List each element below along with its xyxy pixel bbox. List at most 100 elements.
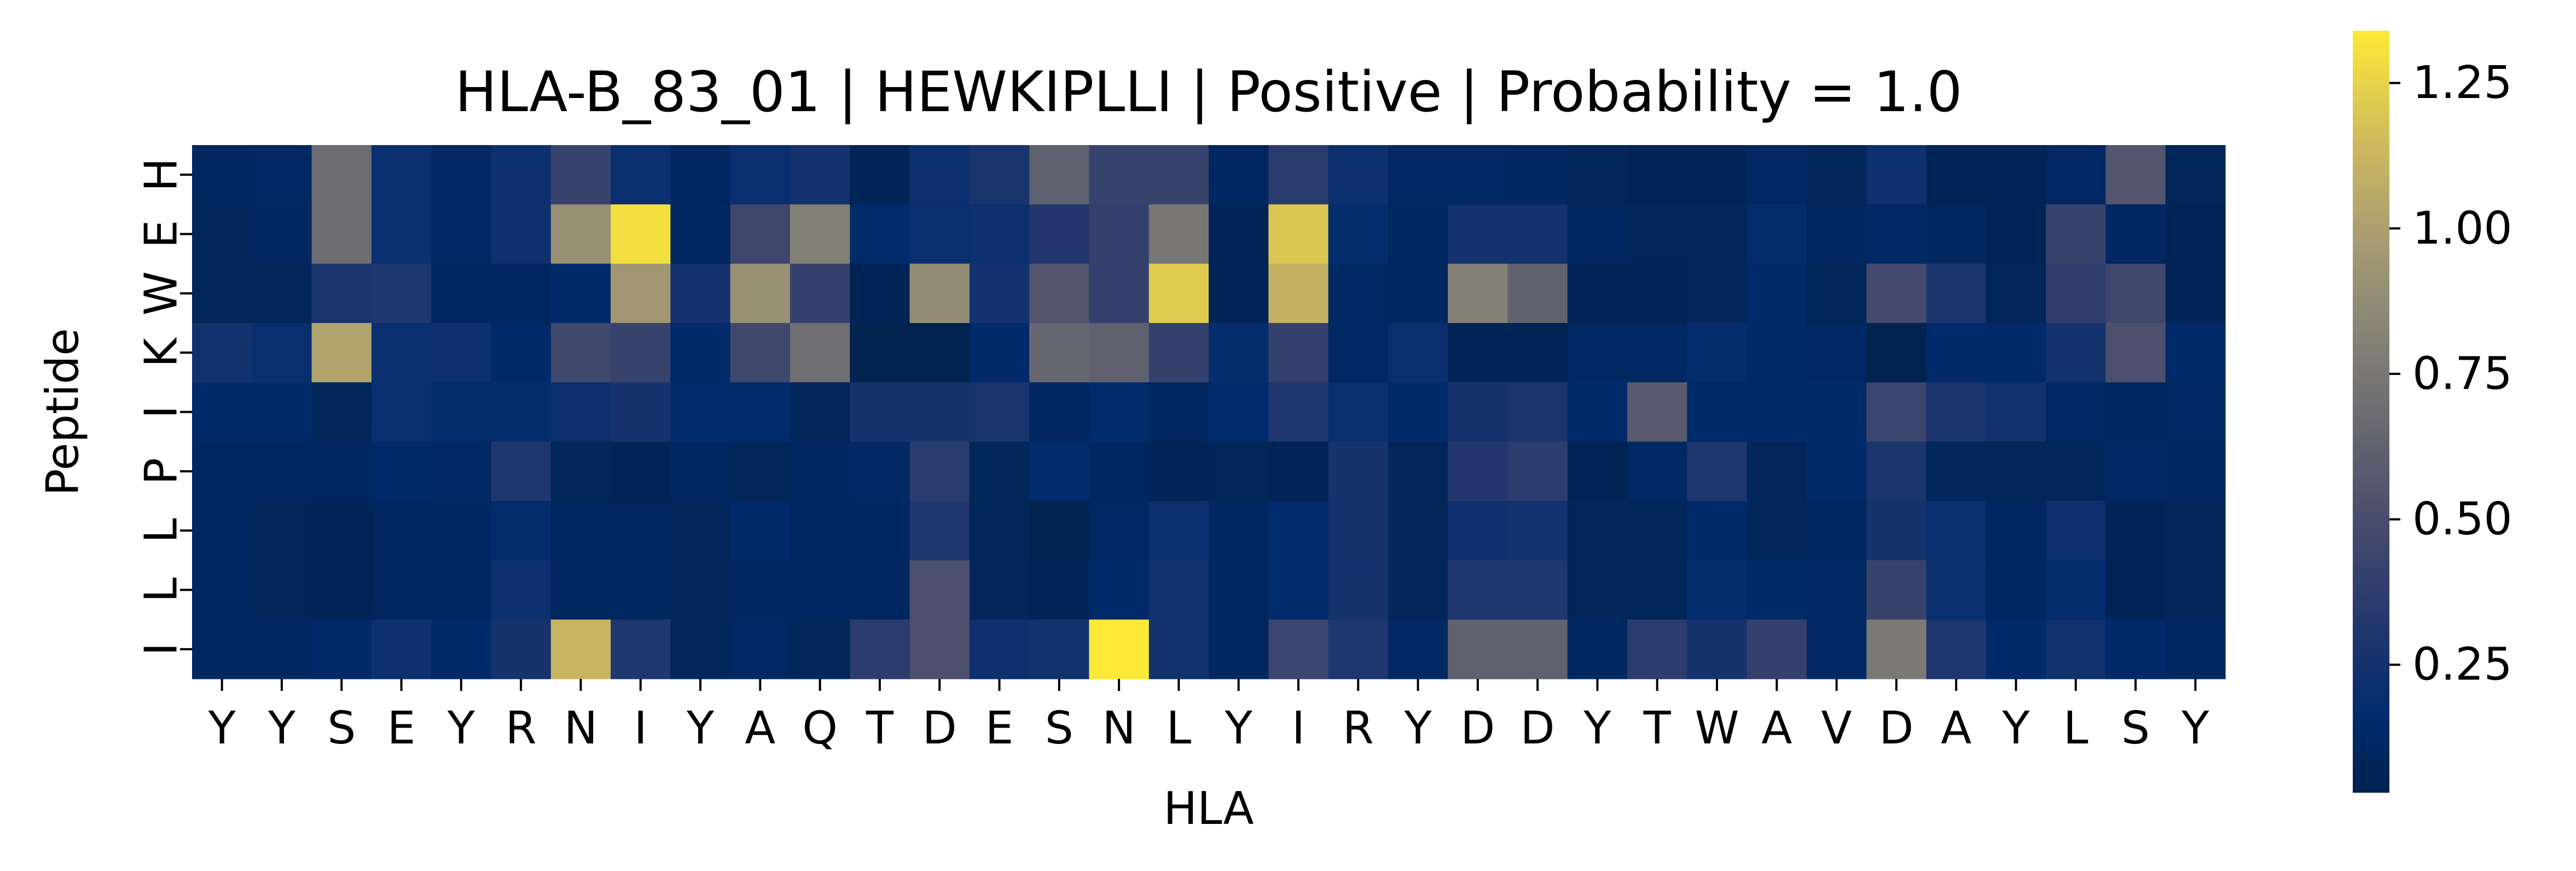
heatmap-cell <box>909 382 970 442</box>
x-tick-label: S <box>327 702 356 754</box>
heatmap-cell <box>550 501 611 561</box>
heatmap-cell <box>850 501 910 561</box>
heatmap-cell <box>1567 145 1628 205</box>
heatmap-cell <box>1388 441 1448 501</box>
heatmap-cell <box>1448 441 1509 501</box>
heatmap-cell <box>1148 619 1209 679</box>
heatmap-cell <box>670 619 731 679</box>
heatmap-cell <box>1926 145 1987 205</box>
x-tick-label: Y <box>686 702 715 754</box>
heatmap-cell <box>2105 323 2166 383</box>
heatmap-cell <box>491 382 552 442</box>
y-tick-label: K <box>136 337 188 367</box>
x-tick-label: W <box>1695 702 1739 754</box>
heatmap-cell <box>2165 501 2226 561</box>
heatmap-cell <box>2165 263 2226 324</box>
heatmap-cell <box>1328 441 1389 501</box>
heatmap-cell <box>790 323 850 383</box>
heatmap-cell <box>1089 263 1150 324</box>
heatmap-cell <box>1507 619 1568 679</box>
heatmap-cell <box>311 619 372 679</box>
chart-title: HLA-B_83_01 | HEWKIPLLI | Positive | Pro… <box>455 60 1963 125</box>
heatmap-cell <box>670 382 731 442</box>
heatmap-cell <box>192 382 252 442</box>
x-tick-label: D <box>1460 702 1495 754</box>
heatmap-cell <box>1507 441 1568 501</box>
heatmap-cell <box>1388 263 1448 324</box>
heatmap-cell <box>371 323 432 383</box>
heatmap-cell <box>850 204 910 264</box>
y-axis-ticks: HEWK I P L L I <box>136 158 192 656</box>
heatmap-cell <box>2165 382 2226 442</box>
heatmap-cell <box>1986 145 2046 205</box>
y-tick-label: I <box>136 643 188 656</box>
heatmap-cell <box>1148 382 1209 442</box>
heatmap-cell <box>1148 560 1209 620</box>
heatmap-cell <box>1567 382 1628 442</box>
heatmap-cell <box>1926 204 1987 264</box>
heatmap-cell <box>1926 560 1987 620</box>
heatmap-cell <box>1268 560 1329 620</box>
heatmap-cell <box>311 323 372 383</box>
heatmap-cell <box>1029 204 1090 264</box>
heatmap-cell <box>491 619 552 679</box>
heatmap-cell <box>850 560 910 620</box>
heatmap-cell <box>2046 501 2107 561</box>
x-tick-label: T <box>1643 702 1672 754</box>
heatmap-cell <box>1209 441 1269 501</box>
x-tick-label: Y <box>268 702 296 754</box>
heatmap-cell <box>2046 263 2107 324</box>
x-tick-label: Y <box>1403 702 1432 754</box>
heatmap-cell <box>1388 382 1448 442</box>
heatmap-cell <box>670 263 731 324</box>
heatmap-cell <box>730 263 791 324</box>
x-tick-label: L <box>2063 702 2088 754</box>
heatmap-cell <box>1627 323 1687 383</box>
heatmap-cell <box>431 263 492 324</box>
x-tick-label: A <box>1761 702 1792 754</box>
x-tick-label: I <box>1292 702 1305 754</box>
x-tick-label: T <box>866 702 894 754</box>
heatmap-cell <box>2046 145 2107 205</box>
heatmap-cell <box>1268 263 1329 324</box>
heatmap-cell <box>371 382 432 442</box>
heatmap-cell <box>850 263 910 324</box>
heatmap-cell <box>192 441 252 501</box>
heatmap-cell <box>2165 441 2226 501</box>
heatmap-cell <box>2165 323 2226 383</box>
heatmap-cell <box>670 323 731 383</box>
heatmap-cell <box>969 619 1030 679</box>
heatmap-cell <box>969 441 1030 501</box>
heatmap-cell <box>1268 501 1329 561</box>
heatmap-cell <box>1507 382 1568 442</box>
heatmap-cell <box>192 204 252 264</box>
heatmap-cell <box>1268 441 1329 501</box>
heatmap-cell <box>491 441 552 501</box>
heatmap-cell <box>1806 145 1867 205</box>
x-axis-label: HLA <box>1163 783 1254 835</box>
heatmap-cell <box>730 441 791 501</box>
heatmap-cell <box>1448 619 1509 679</box>
x-tick-label: L <box>1167 702 1192 754</box>
heatmap-cell <box>1806 619 1867 679</box>
heatmap-cell <box>1747 619 1807 679</box>
heatmap-cell <box>1148 323 1209 383</box>
colorbar-tick-label: 0.50 <box>2412 493 2513 545</box>
y-tick-label: P <box>136 458 188 484</box>
heatmap-cell <box>1328 382 1389 442</box>
heatmap-cell <box>1388 501 1448 561</box>
heatmap-cell <box>1328 619 1389 679</box>
heatmap-cell <box>1986 382 2046 442</box>
heatmap-cell <box>311 560 372 620</box>
x-tick-label: V <box>1821 702 1852 754</box>
heatmap-cell <box>2105 501 2166 561</box>
x-tick-label: I <box>634 702 647 754</box>
heatmap-cell <box>1627 263 1687 324</box>
heatmap-cell <box>730 204 791 264</box>
heatmap-cell <box>1926 441 1987 501</box>
heatmap-cell <box>1567 560 1628 620</box>
colorbar <box>2353 31 2389 793</box>
colorbar-tick-label: 1.25 <box>2412 57 2513 109</box>
heatmap-cell <box>909 145 970 205</box>
heatmap-cell <box>1806 204 1867 264</box>
